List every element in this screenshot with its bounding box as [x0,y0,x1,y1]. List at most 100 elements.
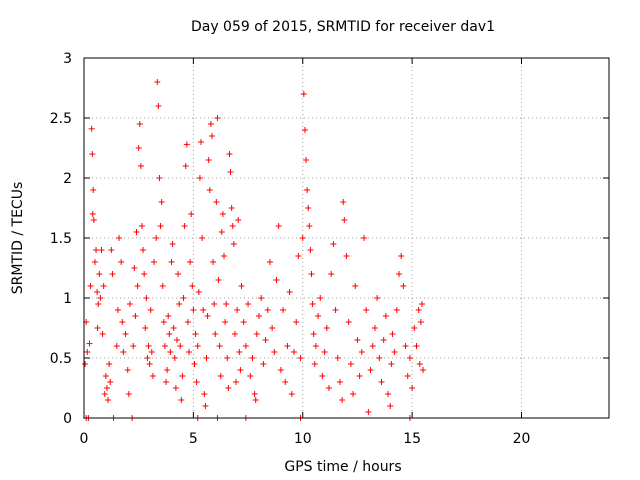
data-point [195,289,202,295]
data-point [417,319,424,325]
data-point [369,343,376,349]
data-point [140,247,147,253]
data-point [231,331,238,337]
data-point [238,283,245,289]
data-point [154,79,161,85]
data-point [206,187,213,193]
data-point [367,367,374,373]
data-point [227,169,234,175]
data-point [212,331,219,337]
data-point [204,313,211,319]
data-point [286,289,293,295]
data-point [188,211,195,217]
data-point [226,151,233,157]
data-point [306,223,313,229]
data-point [245,301,252,307]
data-point [341,217,348,223]
data-point [151,259,157,265]
data-point [409,385,416,391]
data-point [345,319,352,325]
data-point [171,355,178,361]
data-point [141,271,148,277]
data-point [160,319,167,325]
data-point [416,361,423,367]
data-point [382,313,389,319]
data-point [391,349,398,355]
data-point [385,391,392,397]
data-point [389,331,396,337]
data-point [225,385,232,391]
data-point [163,379,170,385]
data-point [388,361,395,367]
data-point [221,253,227,259]
data-point [229,223,236,229]
chart-title: Day 059 of 2015, SRMTID for receiver dav… [191,19,495,35]
data-point [136,121,143,127]
x-tick-label: 5 [189,431,198,447]
data-point [192,331,199,337]
data-point [183,141,190,148]
y-axis-label: SRMTID / TECUs [10,182,26,295]
data-point [133,229,140,235]
data-point [94,289,101,295]
axis-ticks [83,57,609,419]
data-point [173,337,180,343]
data-point [175,271,182,277]
data-point [125,391,132,397]
data-point [89,211,96,217]
data-point [258,295,265,301]
data-point [328,271,335,277]
data-point [132,313,139,319]
data-point [319,373,326,379]
data-point [134,283,141,289]
data-point [402,343,409,349]
data-point [253,331,260,337]
x-tick-label: 15 [403,431,421,447]
data-point [205,157,212,163]
data-point [196,175,203,181]
data-point [138,223,145,229]
data-point [305,205,312,211]
data-point [218,229,225,235]
data-point [181,223,188,229]
data-point [264,307,271,313]
data-point [90,217,97,223]
data-point [82,361,89,367]
data-point [380,337,387,343]
data-point [177,343,184,349]
data-point [89,151,96,157]
data-point [237,367,244,373]
data-point [282,379,289,385]
data-point [293,319,300,325]
data-point [336,379,343,385]
data-point [224,355,231,361]
data-point [411,325,418,331]
data-point [332,307,339,313]
y-tick-label: 3 [63,51,72,67]
data-point [161,343,168,349]
data-point [168,259,175,265]
data-point [213,199,220,205]
data-point [400,283,407,289]
x-tick-label: 0 [80,431,89,447]
y-tick-label: 1.5 [50,231,72,247]
data-point [358,349,365,355]
data-point [156,175,163,181]
data-point [169,241,176,247]
data-point [114,307,121,313]
data-point [340,199,347,205]
data-point [186,349,192,355]
data-point [312,343,319,349]
data-point [86,340,93,347]
data-point [310,331,317,337]
data-point [178,397,185,403]
data-point [273,277,280,283]
data-point [87,283,94,289]
data-point [252,397,259,403]
tick-labels: 0 5 10 15 20 0 0.5 1 1.5 2 2.5 3 [50,51,531,447]
data-point [189,283,196,289]
data-point [396,271,402,277]
data-point [144,355,151,361]
data-point [180,295,187,301]
data-point [100,283,107,289]
